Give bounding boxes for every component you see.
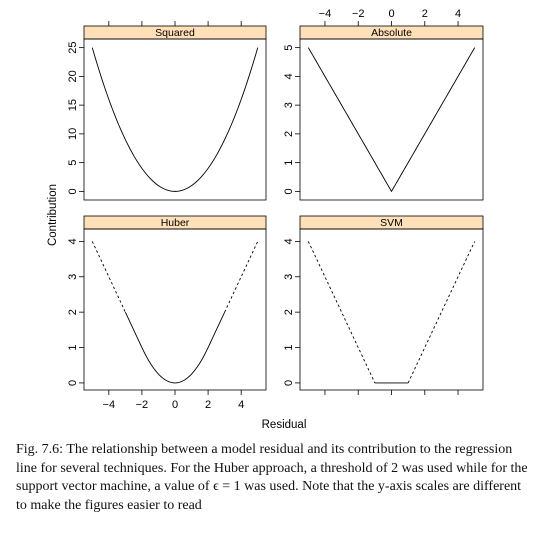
y-tick-label-huber-3: 3 bbox=[67, 274, 79, 280]
y-tick-label-absolute-2: 2 bbox=[283, 131, 295, 137]
y-tick-label-svm-3: 3 bbox=[283, 274, 295, 280]
y-tick-label-svm-0: 0 bbox=[283, 380, 295, 386]
x-axis-title: Residual bbox=[262, 419, 307, 430]
y-tick-label-svm-4: 4 bbox=[283, 238, 295, 244]
curve-huber-solid-0 bbox=[124, 311, 226, 384]
y-tick-label-absolute-1: 1 bbox=[283, 160, 295, 166]
strip-label-squared: Squared bbox=[155, 27, 195, 39]
strip-label-huber: Huber bbox=[161, 217, 190, 229]
y-tick-label-squared-25: 25 bbox=[67, 42, 79, 54]
y-tick-label-squared-5: 5 bbox=[67, 160, 79, 166]
panel-frame-absolute bbox=[299, 38, 484, 201]
panel-frame-squared bbox=[83, 38, 267, 201]
x-tick-label-huber-1: −2 bbox=[136, 399, 149, 411]
y-tick-label-huber-4: 4 bbox=[67, 238, 79, 244]
curve-huber-dashed-2 bbox=[224, 241, 259, 313]
x-tick-label-top-absolute-4: 4 bbox=[455, 8, 461, 20]
x-tick-label-top-absolute-1: −2 bbox=[352, 8, 365, 20]
x-tick-label-huber-0: −4 bbox=[103, 399, 116, 411]
x-tick-label-top-absolute-2: 0 bbox=[388, 8, 394, 20]
figure-caption: Fig. 7.6: The relationship between a mod… bbox=[16, 442, 528, 513]
curve-huber-dashed-1 bbox=[91, 241, 126, 313]
y-tick-label-huber-2: 2 bbox=[67, 309, 79, 315]
x-tick-label-huber-4: 4 bbox=[238, 399, 244, 411]
panel-frame-svm bbox=[299, 228, 484, 391]
strip-label-svm: SVM bbox=[380, 217, 403, 229]
panel-frame-huber bbox=[83, 228, 267, 391]
strip-label-absolute: Absolute bbox=[371, 27, 412, 39]
y-tick-label-svm-2: 2 bbox=[283, 309, 295, 315]
y-tick-label-squared-10: 10 bbox=[67, 128, 79, 140]
curve-svm-dashed-1 bbox=[307, 241, 376, 384]
x-tick-label-huber-2: 0 bbox=[172, 399, 178, 411]
y-tick-label-squared-20: 20 bbox=[67, 70, 79, 82]
curve-svm-dashed-2 bbox=[407, 241, 476, 384]
y-tick-label-huber-0: 0 bbox=[67, 380, 79, 386]
y-tick-label-huber-1: 1 bbox=[67, 344, 79, 350]
x-tick-label-top-absolute-0: −4 bbox=[319, 8, 332, 20]
y-tick-label-svm-1: 1 bbox=[283, 344, 295, 350]
y-tick-label-absolute-3: 3 bbox=[283, 102, 295, 108]
y-tick-label-absolute-4: 4 bbox=[283, 73, 295, 79]
y-tick-label-absolute-0: 0 bbox=[283, 188, 295, 194]
y-tick-label-absolute-5: 5 bbox=[283, 45, 295, 51]
y-tick-label-squared-0: 0 bbox=[67, 188, 79, 194]
curve-absolute-solid-0 bbox=[307, 47, 476, 193]
x-tick-label-top-absolute-3: 2 bbox=[422, 8, 428, 20]
curve-squared-solid-0 bbox=[91, 47, 259, 192]
x-tick-label-huber-3: 2 bbox=[205, 399, 211, 411]
y-axis-title: Contribution bbox=[47, 184, 59, 246]
y-tick-label-squared-15: 15 bbox=[67, 99, 79, 111]
lattice-figure: Squared 0 5 10 15 20 25 Absolute 0 1 2 3 4 5 −4 −2 0 2 4 Hu… bbox=[47, 8, 484, 430]
